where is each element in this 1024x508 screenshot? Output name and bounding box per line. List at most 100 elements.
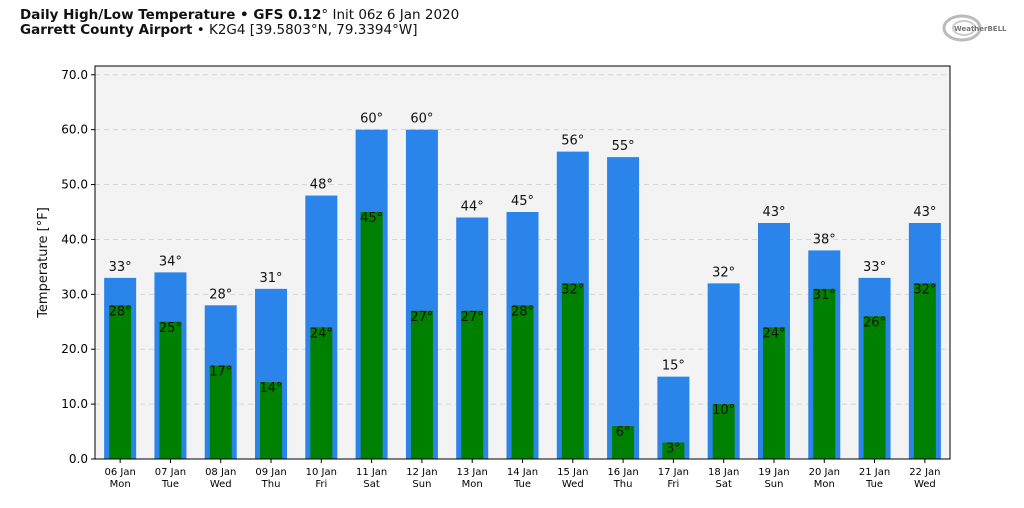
x-tick-date: 12 Jan	[406, 467, 437, 478]
x-tick-day: Fri	[667, 479, 679, 490]
title-init: Init 06z 6 Jan 2020	[328, 7, 460, 23]
low-bar	[209, 365, 232, 459]
high-label: 31°	[260, 271, 283, 286]
low-bar	[662, 442, 685, 459]
low-label: 6°	[616, 425, 631, 440]
high-label: 45°	[511, 194, 534, 209]
low-label: 32°	[913, 282, 936, 297]
title-bold: Daily High/Low Temperature • GFS 0.12	[20, 7, 322, 23]
station-coords: • K2G4 [39.5803°N, 79.3394°W]	[192, 22, 418, 38]
low-bar	[159, 321, 182, 459]
x-tick-date: 21 Jan	[859, 467, 890, 478]
x-tick-date: 17 Jan	[658, 467, 689, 478]
high-label: 32°	[712, 265, 735, 280]
x-tick-day: Sun	[412, 479, 431, 490]
low-bar	[561, 283, 584, 459]
high-label: 55°	[612, 139, 635, 154]
low-bar	[511, 305, 534, 459]
x-tick-date: 16 Jan	[607, 467, 638, 478]
x-tick-date: 07 Jan	[155, 467, 186, 478]
high-label: 48°	[310, 178, 333, 193]
x-tick-day: Tue	[865, 479, 883, 490]
low-label: 28°	[109, 304, 132, 319]
x-tick-date: 22 Jan	[909, 467, 940, 478]
x-tick-date: 10 Jan	[306, 467, 337, 478]
x-tick-date: 18 Jan	[708, 467, 739, 478]
x-tick-date: 11 Jan	[356, 467, 387, 478]
x-tick-date: 20 Jan	[809, 467, 840, 478]
plot-frame	[94, 65, 951, 460]
low-bar	[109, 305, 132, 459]
low-label: 17°	[209, 365, 232, 380]
x-tick-day: Wed	[562, 479, 584, 490]
high-bar	[607, 157, 640, 459]
y-axis-label: Temperature [°F]	[36, 207, 51, 319]
high-label: 43°	[913, 205, 936, 220]
y-tick-label: 30.0	[61, 287, 88, 301]
low-bar	[762, 327, 785, 459]
x-tick-day: Fri	[315, 479, 327, 490]
y-tick-label: 50.0	[61, 178, 88, 192]
subtitle-line: Garrett County Airport • K2G4 [39.5803°N…	[20, 23, 459, 38]
low-label: 28°	[511, 304, 534, 319]
x-tick-date: 06 Jan	[104, 467, 135, 478]
x-tick-day: Wed	[914, 479, 936, 490]
x-tick-date: 15 Jan	[557, 467, 588, 478]
low-bar	[813, 288, 836, 459]
low-label: 32°	[561, 282, 584, 297]
x-tick-day: Mon	[814, 479, 835, 490]
title-line: Daily High/Low Temperature • GFS 0.12° I…	[20, 8, 459, 23]
station-name: Garrett County Airport	[20, 22, 193, 38]
low-bar	[863, 316, 886, 459]
x-tick-date: 19 Jan	[758, 467, 789, 478]
low-label: 3°	[666, 442, 681, 457]
x-tick-day: Mon	[110, 479, 131, 490]
x-tick-day: Mon	[462, 479, 483, 490]
low-bar	[712, 404, 735, 459]
low-bar	[612, 426, 635, 459]
high-label: 33°	[863, 260, 886, 275]
low-label: 27°	[410, 310, 433, 325]
logo-text: WeatherBELL	[954, 25, 1007, 33]
x-tick-day: Thu	[261, 479, 281, 490]
high-label: 38°	[813, 232, 836, 247]
low-label: 26°	[863, 315, 886, 330]
high-label: 44°	[461, 199, 484, 214]
low-bar	[260, 382, 283, 459]
y-tick-label: 40.0	[61, 232, 88, 246]
x-tick-day: Sun	[764, 479, 783, 490]
x-tick-date: 13 Jan	[457, 467, 488, 478]
x-tick-date: 09 Jan	[255, 467, 286, 478]
high-label: 60°	[360, 112, 383, 127]
title-degree: °	[321, 7, 329, 23]
high-label: 34°	[159, 254, 182, 269]
high-label: 43°	[762, 205, 785, 220]
x-tick-day: Thu	[613, 479, 633, 490]
low-label: 10°	[712, 403, 735, 418]
chart-header: Daily High/Low Temperature • GFS 0.12° I…	[20, 8, 459, 38]
x-tick-date: 08 Jan	[205, 467, 236, 478]
high-label: 60°	[410, 112, 433, 127]
x-tick-date: 14 Jan	[507, 467, 538, 478]
low-label: 24°	[762, 326, 785, 341]
low-bar	[913, 283, 936, 459]
high-label: 33°	[109, 260, 132, 275]
y-tick-label: 70.0	[61, 68, 88, 82]
high-label: 56°	[561, 134, 584, 149]
x-tick-day: Sat	[715, 479, 731, 490]
y-tick-label: 0.0	[69, 452, 88, 466]
low-bar	[461, 310, 484, 459]
low-label: 27°	[461, 310, 484, 325]
high-label: 15°	[662, 359, 685, 374]
low-label: 25°	[159, 321, 182, 336]
low-label: 14°	[260, 381, 283, 396]
x-tick-day: Tue	[513, 479, 531, 490]
low-label: 24°	[310, 326, 333, 341]
low-label: 31°	[813, 288, 836, 303]
low-bar	[360, 212, 383, 459]
x-tick-day: Tue	[161, 479, 179, 490]
low-bar	[310, 327, 333, 459]
y-tick-label: 60.0	[61, 123, 88, 137]
x-tick-day: Wed	[210, 479, 232, 490]
